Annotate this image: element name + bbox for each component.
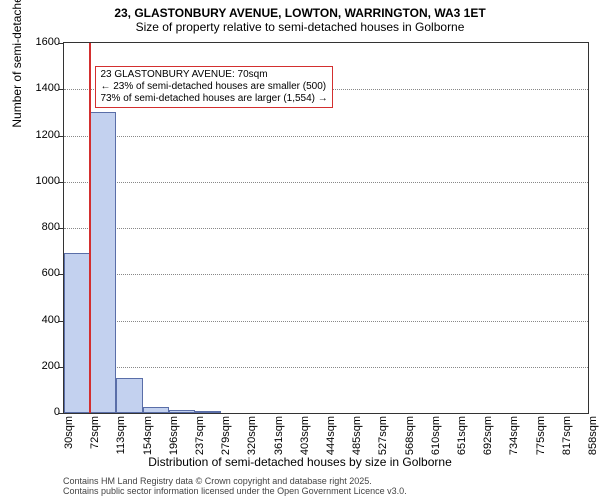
xtick-label: 527sqm — [377, 416, 389, 456]
footer-line2: Contains public sector information licen… — [63, 487, 407, 497]
histogram-bar — [143, 407, 169, 413]
gridline — [64, 136, 588, 137]
xtick-label: 237sqm — [194, 416, 206, 456]
chart-title-line1: 23, GLASTONBURY AVENUE, LOWTON, WARRINGT… — [0, 0, 600, 20]
ytick-label: 1400 — [36, 82, 60, 94]
histogram-bar — [169, 410, 195, 413]
ytick-label: 400 — [42, 314, 60, 326]
ytick-label: 1000 — [36, 175, 60, 187]
xtick-label: 858sqm — [587, 416, 599, 456]
property-marker-line — [89, 43, 91, 413]
xtick-label: 485sqm — [351, 416, 363, 456]
histogram-bar — [64, 253, 90, 413]
ytick-label: 1200 — [36, 129, 60, 141]
chart-title-line2: Size of property relative to semi-detach… — [0, 20, 600, 38]
xtick-label: 568sqm — [404, 416, 416, 456]
xtick-label: 279sqm — [220, 416, 232, 456]
footer-attribution: Contains HM Land Registry data © Crown c… — [63, 477, 407, 497]
ytick-label: 0 — [54, 406, 60, 418]
ytick-label: 600 — [42, 267, 60, 279]
gridline — [64, 182, 588, 183]
y-axis-label: Number of semi-detached properties — [10, 0, 24, 128]
plot-area: 23 GLASTONBURY AVENUE: 70sqm← 23% of sem… — [63, 42, 589, 414]
xtick-label: 610sqm — [430, 416, 442, 456]
annotation-line3: 73% of semi-detached houses are larger (… — [100, 93, 327, 105]
ytick-label: 800 — [42, 221, 60, 233]
histogram-bar — [90, 112, 116, 413]
gridline — [64, 228, 588, 229]
xtick-label: 320sqm — [246, 416, 258, 456]
annotation-line2: ← 23% of semi-detached houses are smalle… — [100, 81, 327, 93]
xtick-label: 196sqm — [168, 416, 180, 456]
xtick-label: 817sqm — [561, 416, 573, 456]
annotation-line1: 23 GLASTONBURY AVENUE: 70sqm — [100, 69, 327, 81]
annotation-box: 23 GLASTONBURY AVENUE: 70sqm← 23% of sem… — [95, 66, 332, 108]
gridline — [64, 321, 588, 322]
xtick-label: 361sqm — [273, 416, 285, 456]
xtick-label: 30sqm — [63, 416, 75, 456]
xtick-label: 775sqm — [535, 416, 547, 456]
gridline — [64, 274, 588, 275]
ytick-label: 200 — [42, 360, 60, 372]
x-axis-label: Distribution of semi-detached houses by … — [0, 455, 600, 469]
ytick-label: 1600 — [36, 36, 60, 48]
histogram-bar — [116, 378, 142, 413]
xtick-label: 692sqm — [482, 416, 494, 456]
xtick-label: 72sqm — [89, 416, 101, 456]
gridline — [64, 367, 588, 368]
chart-container: 23, GLASTONBURY AVENUE, LOWTON, WARRINGT… — [0, 0, 600, 500]
xtick-label: 154sqm — [142, 416, 154, 456]
histogram-bar — [195, 411, 221, 413]
xtick-label: 113sqm — [115, 416, 127, 456]
xtick-label: 734sqm — [508, 416, 520, 456]
xtick-label: 403sqm — [299, 416, 311, 456]
xtick-label: 651sqm — [456, 416, 468, 456]
xtick-label: 444sqm — [325, 416, 337, 456]
